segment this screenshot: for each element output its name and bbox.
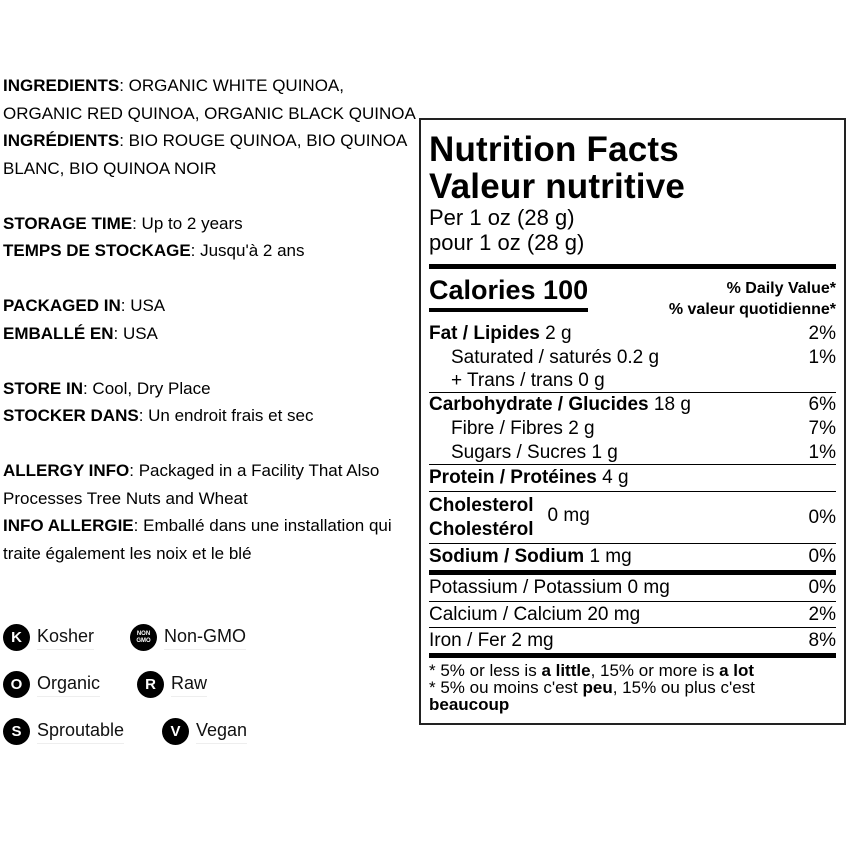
carbohydrate-row: Carbohydrate / Glucides 18 g 6% [429,394,836,415]
sugars-row: Sugars / Sucres 1 g 1% [451,441,836,463]
kosher-icon: K [3,624,30,651]
badge-organic: O Organic [3,671,101,698]
badge-sproutable: S Sproutable [3,718,125,745]
iron-row: Iron / Fer 2 mg 8% [429,629,836,651]
product-info: INGREDIENTS: ORGANIC WHITE QUINOA, ORGAN… [3,72,418,567]
fibre-row: Fibre / Fibres 2 g 7% [451,418,836,439]
storage-time: STORAGE TIME: Up to 2 years [3,213,243,233]
potassium-row: Potassium / Potassium 0 mg 0% [429,577,836,598]
calcium-row: Calcium / Calcium 20 mg 2% [429,603,836,625]
allergy-info-fr: INFO ALLERGIE: Emballé dans une installa… [3,516,392,563]
ingredients-fr: INGRÉDIENTS: BIO ROUGE QUINOA, BIO QUINO… [3,131,407,178]
store-in-fr: STOCKER DANS: Un endroit frais et sec [3,406,314,425]
daily-value-footnote: * 5% or less is a little, 15% or more is… [429,661,755,714]
badge-non-gmo: NON GMO Non-GMO [130,624,247,651]
protein-row: Protein / Protéines 4 g [429,467,629,488]
organic-icon: O [3,671,30,698]
non-gmo-icon: NON GMO [130,624,157,651]
allergy-info: ALLERGY INFO: Packaged in a Facility Tha… [3,461,380,508]
ingredients: INGREDIENTS: ORGANIC WHITE QUINOA, ORGAN… [3,76,416,123]
fat-row: Fat / Lipides 2 g 2% [429,323,836,344]
sproutable-icon: S [3,718,30,745]
trans-row: + Trans / trans 0 g [451,370,605,391]
sodium-row: Sodium / Sodium 1 mg 0% [429,546,836,567]
raw-icon: R [137,671,164,698]
packaged-in-fr: EMBALLÉ EN: USA [3,323,158,343]
cholesterol-row: Cholesterol Cholestérol 0 mg 0% [429,494,836,540]
badge-raw: R Raw [137,671,208,698]
nutrition-facts-table: Nutrition Facts Valeur nutritive Per 1 oz… [419,118,846,725]
badge-kosher: K Kosher [3,624,95,651]
vegan-icon: V [162,718,189,745]
packaged-in: PACKAGED IN: USA [3,296,166,315]
serving-size: Per 1 oz (28 g) pour 1 oz (28 g) [429,205,585,255]
badge-vegan: V Vegan [162,718,248,745]
storage-time-fr: TEMPS DE STOCKAGE: Jusqu'à 2 ans [3,241,305,260]
calories-row: Calories 100 % Daily Value*% valeur quot… [429,269,836,324]
saturated-row: Saturated / saturés 0.2 g 1% [451,347,836,368]
store-in: STORE IN: Cool, Dry Place [3,378,211,398]
nf-title: Nutrition Facts Valeur nutritive [429,130,686,206]
